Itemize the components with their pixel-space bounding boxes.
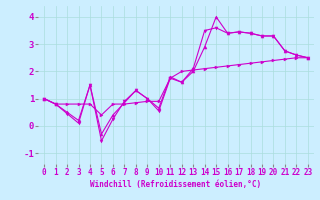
X-axis label: Windchill (Refroidissement éolien,°C): Windchill (Refroidissement éolien,°C)	[91, 180, 261, 189]
